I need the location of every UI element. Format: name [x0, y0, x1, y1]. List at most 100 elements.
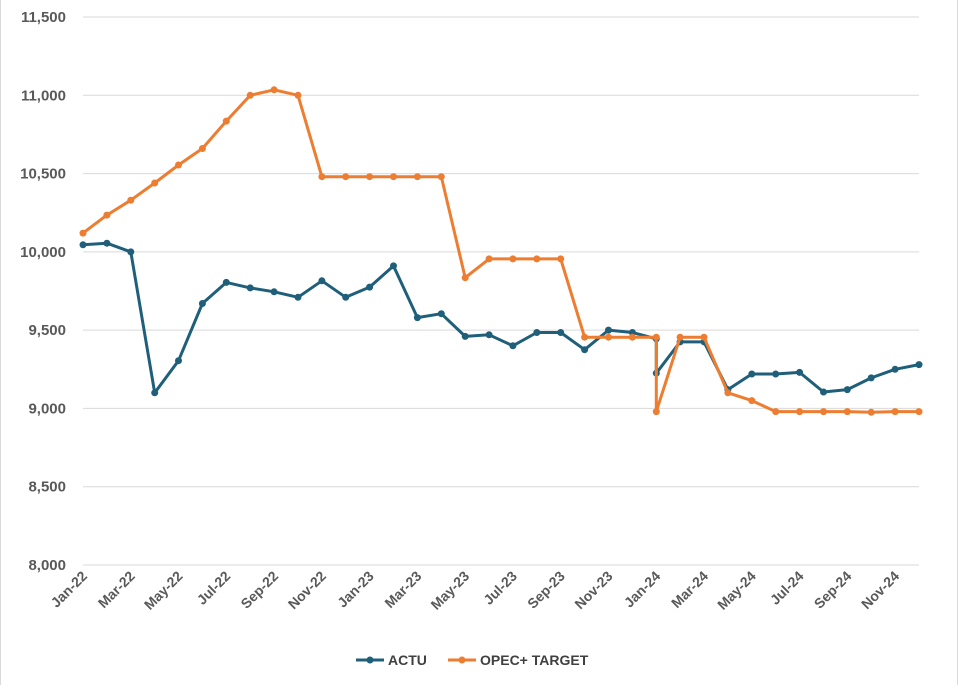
y-tick-label: 8,000 — [28, 557, 66, 574]
data-point-opec-target — [294, 91, 302, 99]
data-point-actu — [605, 326, 612, 334]
data-point-opec-target — [509, 255, 517, 263]
data-point-opec-target — [270, 86, 278, 94]
data-point-opec-target — [485, 255, 493, 263]
data-point-actu — [270, 288, 278, 296]
legend-label-opec-target: OPEC+ TARGET — [480, 652, 589, 668]
gridlines — [83, 16, 919, 488]
y-tick-label: 10,500 — [20, 166, 66, 183]
x-tick-label: Nov-22 — [285, 568, 329, 612]
x-tick-label: May-23 — [427, 568, 472, 613]
data-point-opec-target — [198, 145, 206, 152]
y-tick-label: 11,500 — [21, 9, 66, 26]
x-tick-label: Jul-24 — [767, 568, 807, 608]
legend-marker-actu — [366, 656, 374, 664]
data-point-actu — [772, 370, 780, 378]
data-point-opec-target — [628, 333, 636, 341]
data-point-opec-target — [843, 408, 851, 416]
data-point-opec-target — [915, 408, 923, 416]
data-point-actu — [127, 248, 135, 256]
x-tick-label: Mar-24 — [668, 568, 711, 611]
data-point-opec-target — [724, 389, 732, 397]
data-point-actu — [437, 310, 445, 318]
y-tick-label: 11,000 — [21, 87, 66, 104]
data-point-opec-target — [366, 173, 374, 181]
data-point-opec-target — [461, 274, 469, 282]
x-tick-label: Nov-23 — [571, 568, 615, 612]
data-point-actu — [103, 239, 111, 247]
data-point-opec-target — [796, 408, 804, 416]
legend-label-actu: ACTU — [388, 652, 427, 668]
y-tick-label: 10,000 — [20, 244, 66, 261]
data-point-actu — [390, 262, 397, 270]
data-point-opec-target — [222, 117, 230, 125]
data-point-actu — [509, 342, 517, 350]
data-point-opec-target — [748, 397, 756, 405]
x-axis: Jan-22 Mar-22 May-22 Jul-22 Sep-22 Nov-22 Jan-… — [47, 564, 919, 613]
data-point-actu — [342, 293, 350, 301]
data-point-opec-target — [557, 255, 565, 263]
data-point-actu — [867, 374, 875, 382]
x-tick-label: May-22 — [141, 568, 186, 613]
data-point-opec-target — [246, 91, 254, 99]
data-point-actu — [222, 278, 230, 286]
data-point-opec-target — [437, 173, 445, 181]
data-point-opec-target — [581, 333, 589, 341]
data-point-opec-target — [318, 173, 326, 181]
legend-marker-opec-target — [458, 656, 466, 664]
series-layer — [79, 86, 923, 416]
data-point-actu — [843, 386, 851, 394]
x-tick-label: Nov-24 — [858, 568, 902, 612]
data-point-opec-target — [175, 161, 182, 169]
data-point-actu — [533, 329, 541, 336]
data-point-opec-target — [103, 211, 111, 219]
series-line-actu — [82, 241, 920, 395]
x-tick-label: Jan-22 — [47, 568, 90, 611]
data-point-actu — [294, 293, 302, 301]
data-point-opec-target — [390, 173, 397, 181]
x-tick-label: Sep-22 — [237, 568, 281, 612]
data-point-opec-target — [342, 173, 350, 181]
data-point-actu — [461, 332, 469, 340]
data-point-actu — [748, 370, 756, 378]
y-tick-label: 9,500 — [28, 322, 66, 339]
data-point-actu — [366, 283, 374, 291]
data-point-opec-target — [127, 196, 135, 204]
data-point-actu — [485, 331, 493, 339]
data-point-actu — [175, 357, 182, 365]
x-tick-label: Jan-24 — [621, 568, 664, 611]
data-point-opec-target — [652, 408, 660, 416]
data-point-opec-target — [79, 229, 87, 237]
x-tick-label: Jan-23 — [334, 568, 377, 611]
data-point-actu — [198, 300, 206, 307]
x-tick-label: Jul-22 — [194, 568, 234, 608]
data-point-actu — [318, 277, 326, 285]
x-tick-label: May-24 — [714, 568, 759, 613]
legend: ACTU OPEC+ TARGET — [356, 652, 589, 668]
x-tick-label: Sep-24 — [811, 568, 855, 612]
data-point-actu — [581, 346, 589, 354]
data-point-opec-target — [867, 408, 875, 416]
data-point-opec-target — [151, 179, 159, 187]
x-tick-label: Mar-23 — [381, 568, 424, 611]
data-point-actu — [151, 389, 159, 397]
data-point-opec-target — [676, 333, 684, 341]
data-point-actu — [557, 329, 565, 336]
data-point-opec-target — [700, 333, 708, 341]
data-point-actu — [796, 368, 804, 376]
data-point-actu — [915, 361, 923, 369]
y-tick-label: 9,000 — [28, 400, 66, 417]
data-point-opec-target — [605, 333, 612, 341]
series-line-opec-target — [82, 88, 919, 414]
data-point-opec-target — [533, 255, 541, 263]
data-point-actu — [891, 365, 899, 373]
x-tick-label: Sep-23 — [524, 568, 568, 612]
data-point-opec-target — [413, 173, 421, 181]
x-tick-label: Jul-23 — [480, 568, 520, 608]
data-point-opec-target — [891, 408, 899, 416]
y-axis: 8,000 8,500 9,000 9,500 10,000 10,500 11,000 11… — [20, 9, 66, 574]
data-point-actu — [246, 284, 254, 292]
data-point-actu — [413, 314, 421, 322]
